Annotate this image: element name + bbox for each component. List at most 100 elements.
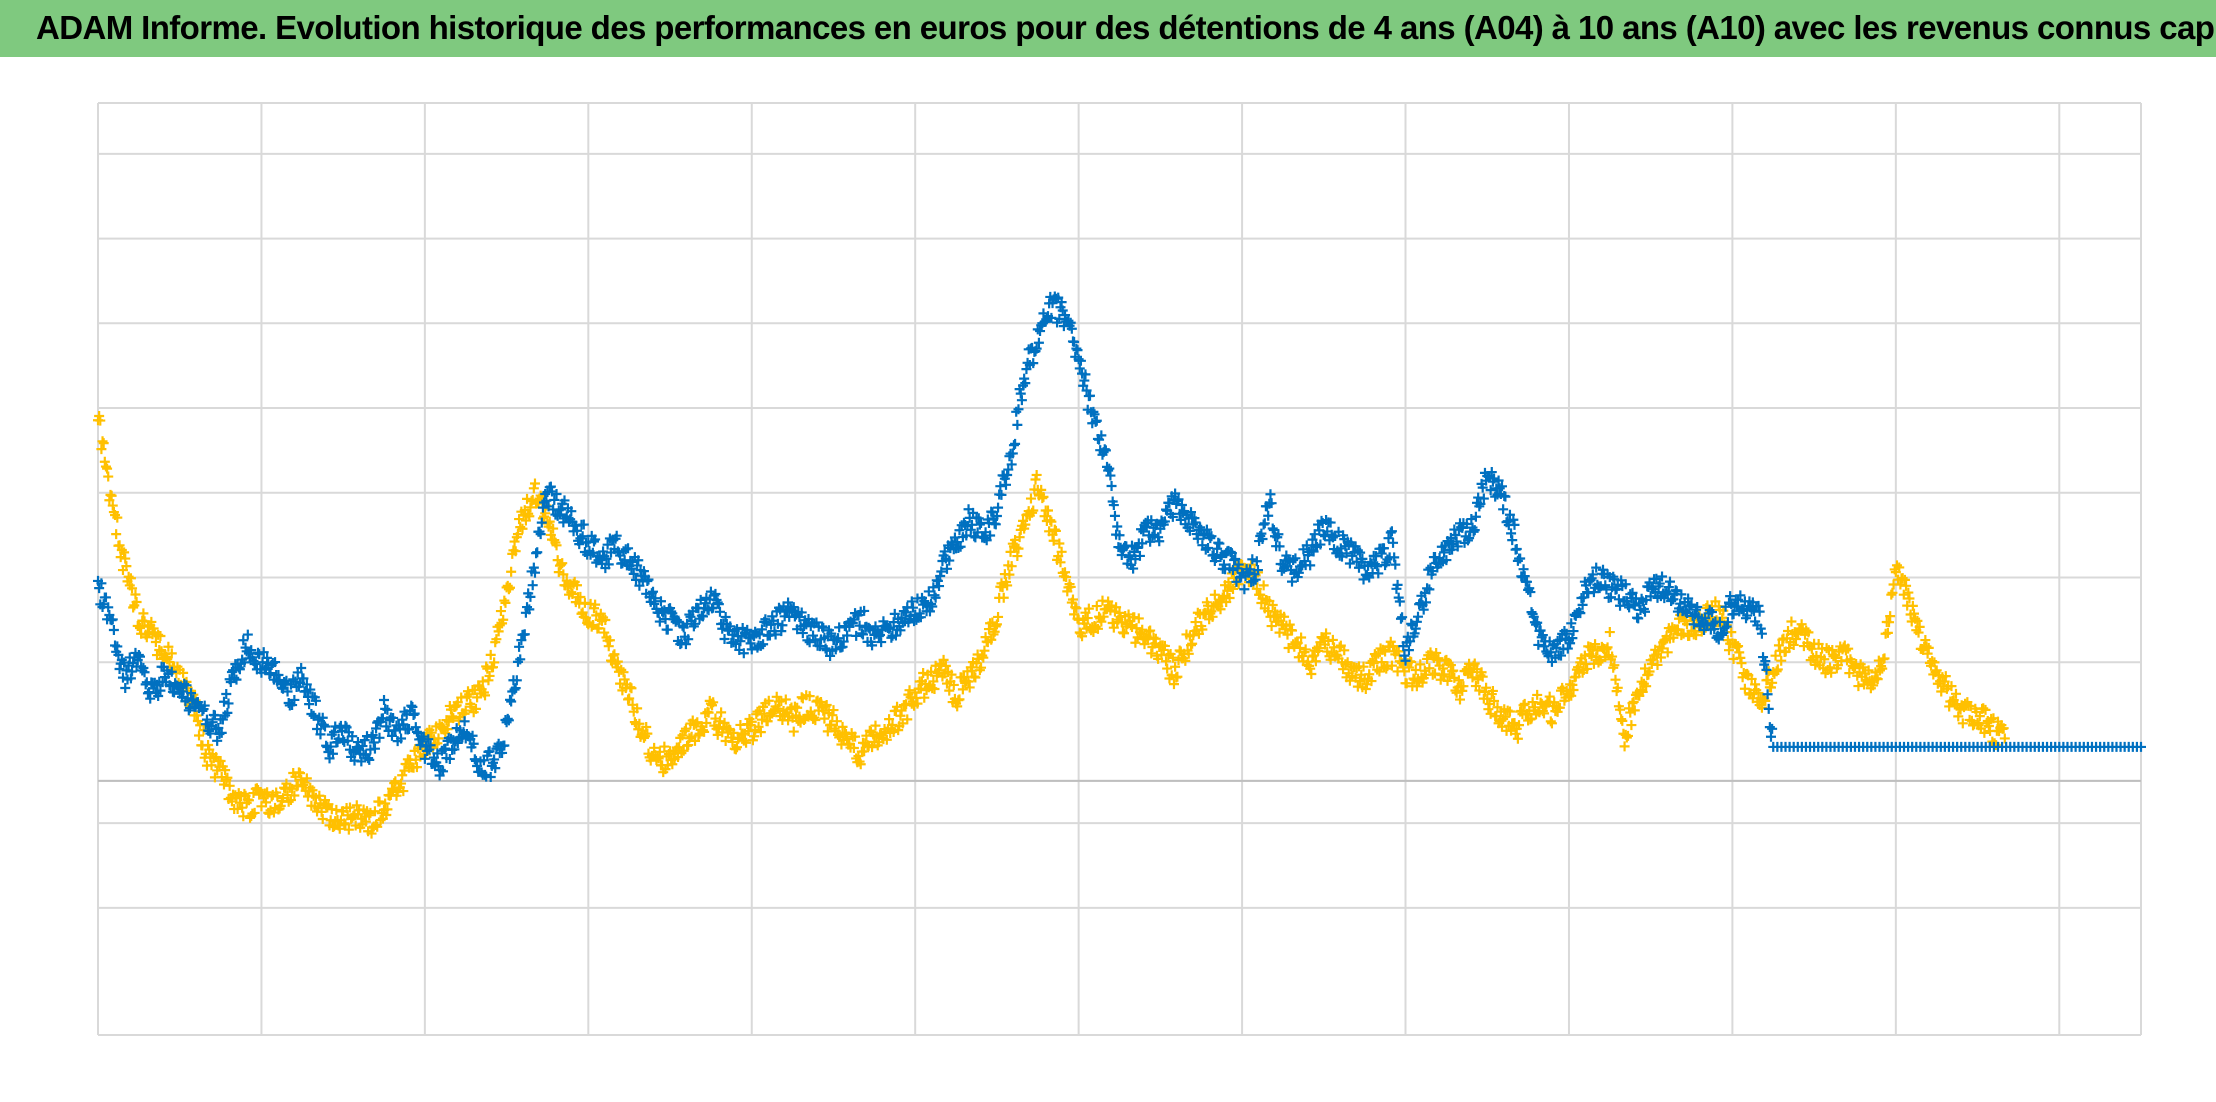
blue-series-marker <box>347 731 358 742</box>
blue-series-marker <box>1385 527 1396 538</box>
yellow-series-marker <box>163 641 174 652</box>
blue-series-marker <box>1108 500 1119 511</box>
yellow-series-marker <box>575 591 586 602</box>
blue-series-marker <box>250 658 261 669</box>
blue-series-marker <box>1654 578 1665 589</box>
blue-series-marker <box>1071 343 1082 354</box>
yellow-series-marker <box>466 701 477 712</box>
yellow-series-marker <box>382 804 393 815</box>
yellow-series-marker <box>990 621 1001 632</box>
yellow-series-marker <box>1728 654 1739 665</box>
yellow-series-marker <box>1448 665 1459 676</box>
blue-series-marker <box>941 563 952 574</box>
blue-series-marker <box>369 743 380 754</box>
blue-series-marker <box>772 618 783 629</box>
yellow-series-marker <box>915 683 926 694</box>
blue-series-marker <box>1451 536 1462 547</box>
blue-series-marker <box>1109 510 1120 521</box>
yellow-series-marker <box>1445 660 1456 671</box>
blue-series-marker <box>1566 618 1577 629</box>
yellow-series-marker <box>727 736 738 747</box>
blue-series-marker <box>1531 619 1542 630</box>
yellow-series-marker <box>1274 627 1285 638</box>
yellow-series-marker <box>1183 648 1194 659</box>
blue-series-marker <box>659 605 670 616</box>
blue-series-marker <box>1084 390 1095 401</box>
yellow-series-marker <box>1403 662 1414 673</box>
blue-series-marker <box>1447 544 1458 555</box>
yellow-series-marker <box>1005 546 1016 557</box>
yellow-series-marker <box>540 508 551 519</box>
blue-series-marker <box>1040 316 1051 327</box>
yellow-series-marker <box>1652 659 1663 670</box>
blue-series-marker <box>1075 355 1086 366</box>
yellow-series-marker <box>295 768 306 779</box>
yellow-series-marker <box>1424 663 1435 674</box>
yellow-series-marker <box>1830 652 1841 663</box>
yellow-series-marker <box>1218 590 1229 601</box>
blue-series-marker <box>417 736 428 747</box>
yellow-series-marker <box>1105 605 1116 616</box>
yellow-series-marker <box>1130 637 1141 648</box>
yellow-series-marker <box>1753 688 1764 699</box>
yellow-series-marker <box>1467 672 1478 683</box>
blue-series-marker <box>535 529 546 540</box>
blue-series-marker <box>1509 519 1520 530</box>
blue-series-marker <box>993 502 1004 513</box>
blue-series-marker <box>761 617 772 628</box>
yellow-series-marker <box>1974 711 1985 722</box>
blue-series-marker <box>484 746 495 757</box>
yellow-series-marker <box>237 802 248 813</box>
yellow-series-marker <box>1668 632 1679 643</box>
blue-series-marker <box>1399 650 1410 661</box>
yellow-series-marker <box>551 540 562 551</box>
yellow-series-marker <box>249 807 260 818</box>
yellow-series-marker <box>1031 469 1042 480</box>
blue-series-marker <box>1528 611 1539 622</box>
yellow-series-marker <box>1760 695 1771 706</box>
blue-series-marker <box>1230 553 1241 564</box>
blue-series-marker <box>655 596 666 607</box>
yellow-series-marker <box>131 597 142 608</box>
yellow-series-marker <box>512 529 523 540</box>
blue-series-marker <box>928 582 939 593</box>
blue-series-marker <box>1344 558 1355 569</box>
blue-series-marker <box>1753 600 1764 611</box>
yellow-series-marker <box>929 684 940 695</box>
yellow-series-marker <box>1481 682 1492 693</box>
blue-series-marker <box>549 494 560 505</box>
blue-series-marker <box>648 586 659 597</box>
blue-series-marker <box>876 637 887 648</box>
yellow-series-marker <box>125 573 136 584</box>
yellow-series-marker <box>1950 688 1961 699</box>
yellow-series-marker <box>1119 628 1130 639</box>
yellow-series-marker <box>1139 639 1150 650</box>
blue-series-marker <box>1532 617 1543 628</box>
yellow-series-marker <box>1904 593 1915 604</box>
yellow-series-marker <box>491 634 502 645</box>
yellow-series-marker <box>997 582 1008 593</box>
yellow-series-marker <box>1072 613 1083 624</box>
yellow-series-marker <box>340 819 351 830</box>
blue-series-marker <box>770 629 781 640</box>
blue-series-marker <box>856 628 867 639</box>
yellow-series-marker <box>772 703 783 714</box>
blue-series-marker <box>1035 326 1046 337</box>
yellow-series-marker <box>500 597 511 608</box>
blue-series-marker <box>797 628 808 639</box>
yellow-series-marker <box>307 785 318 796</box>
blue-series-marker <box>626 563 637 574</box>
yellow-series-marker <box>222 772 233 783</box>
yellow-series-marker <box>1912 615 1923 626</box>
yellow-series-marker <box>1279 611 1290 622</box>
yellow-series-marker <box>946 669 957 680</box>
yellow-series-marker <box>477 676 488 687</box>
blue-series-marker <box>838 636 849 647</box>
yellow-series-marker <box>1849 661 1860 672</box>
blue-series-marker <box>1706 607 1717 618</box>
yellow-series-marker <box>762 716 773 727</box>
yellow-series-marker <box>1190 617 1201 628</box>
yellow-series-marker <box>1451 687 1462 698</box>
yellow-series-marker <box>690 735 701 746</box>
blue-series-marker <box>628 568 639 579</box>
